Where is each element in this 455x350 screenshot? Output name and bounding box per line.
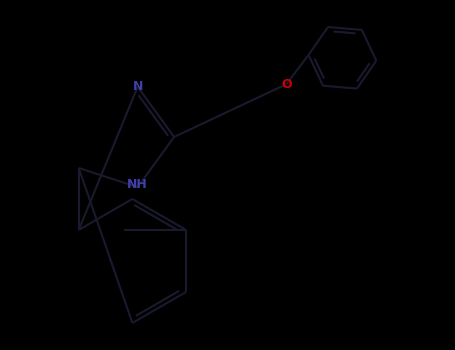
Text: NH: NH: [127, 178, 148, 191]
Text: O: O: [281, 78, 292, 91]
Text: N: N: [132, 80, 143, 93]
